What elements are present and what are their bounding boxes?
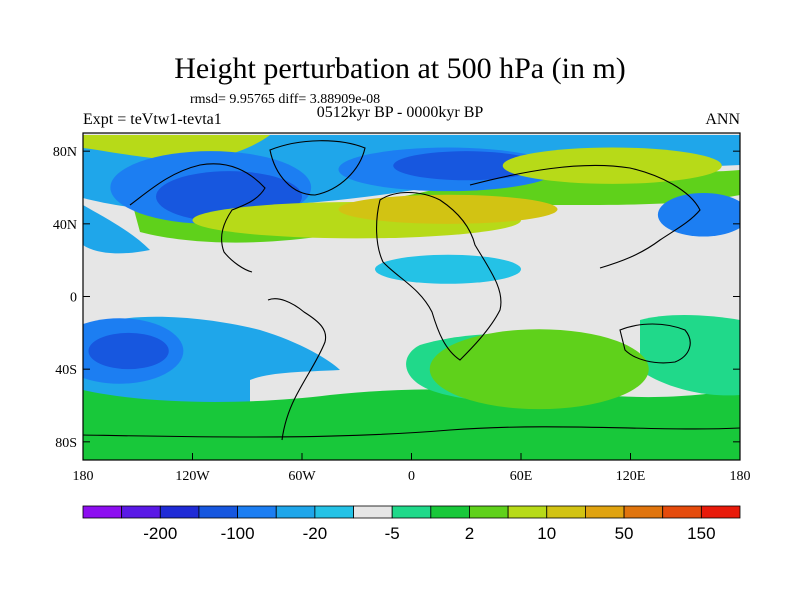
x-tick-label: 0 [408,469,415,484]
colorbar-swatch [159,505,200,519]
antarctica-coast [83,426,740,438]
period-label: 0512kyr BP - 0000kyr BP [316,104,484,121]
colorbar-swatch [430,505,470,519]
australia-coast [619,323,691,364]
south-america-coast [267,298,327,441]
colorbar-swatch [585,505,625,519]
colorbar-swatch [391,505,432,519]
north-america-coast [129,163,266,273]
x-tick-label: 180 [73,469,94,484]
colorbar-label: 150 [687,524,715,543]
colorbar-swatch [121,505,161,519]
colorbar-label: 50 [615,524,634,543]
field-blob-5 [338,194,558,224]
greenland-coast [269,140,366,196]
field-blob-12 [375,254,521,284]
y-tick-label: 80S [55,436,77,451]
field-blob-7 [657,192,740,237]
y-tick-label: 40N [53,218,77,233]
southwest-pacific-band [640,315,740,396]
colorbar-label: -20 [303,524,328,543]
y-tick-label: 80N [53,145,77,160]
x-tick-label: 120E [616,469,646,484]
y-tick-label: 0 [70,291,77,306]
field-blob-9 [88,332,169,370]
field-blobs [83,147,740,410]
colorbar: -200 -100 -20 -5 2 10 50 150 [82,505,741,543]
colorbar-swatch [198,505,238,519]
colorbar-swatch [700,505,741,519]
x-tick-label: 60E [510,469,533,484]
colorbar-swatch [314,505,354,519]
colorbar-swatch [353,505,393,519]
west-pacific-blue [83,205,150,254]
x-tick-label: 180 [730,469,751,484]
field-blob-11 [429,329,649,410]
plot-title: Height perturbation at 500 hPa (in m) [174,52,626,85]
colorbar-label: 2 [465,524,474,543]
colorbar-swatch [546,505,586,519]
height-perturbation-field [83,133,740,460]
asia-coast [469,164,701,269]
colorbar-swatch [469,505,509,519]
colorbar-swatch [623,505,664,519]
colorbar-swatch [507,505,548,519]
x-tick-label: 60W [288,469,316,484]
y-tick-label: 40S [55,363,77,378]
experiment-label: Expt = teVtw1-tevta1 [83,111,222,128]
colorbar-swatch [275,505,316,519]
rmsd-subtitle: rmsd= 9.95765 diff= 3.88909e-08 [190,92,381,107]
colorbar-label: -200 [143,524,177,543]
africa-europe-coast [376,192,502,361]
southern-ocean-green [83,389,740,460]
field-blob-3 [393,151,540,181]
colorbar-swatch [82,505,123,519]
colorbar-label: -5 [385,524,400,543]
map-axes: 80N 40N 0 40S 80S 180 120W 60W 0 60E 120E 180 [53,145,751,484]
x-tick-label: 120W [175,469,210,484]
season-label: ANN [705,111,740,128]
colorbar-swatch [662,505,702,519]
coastlines [83,140,740,441]
colorbar-swatch [237,505,277,519]
colorbar-label: 10 [537,524,556,543]
colorbar-label: -100 [221,524,255,543]
